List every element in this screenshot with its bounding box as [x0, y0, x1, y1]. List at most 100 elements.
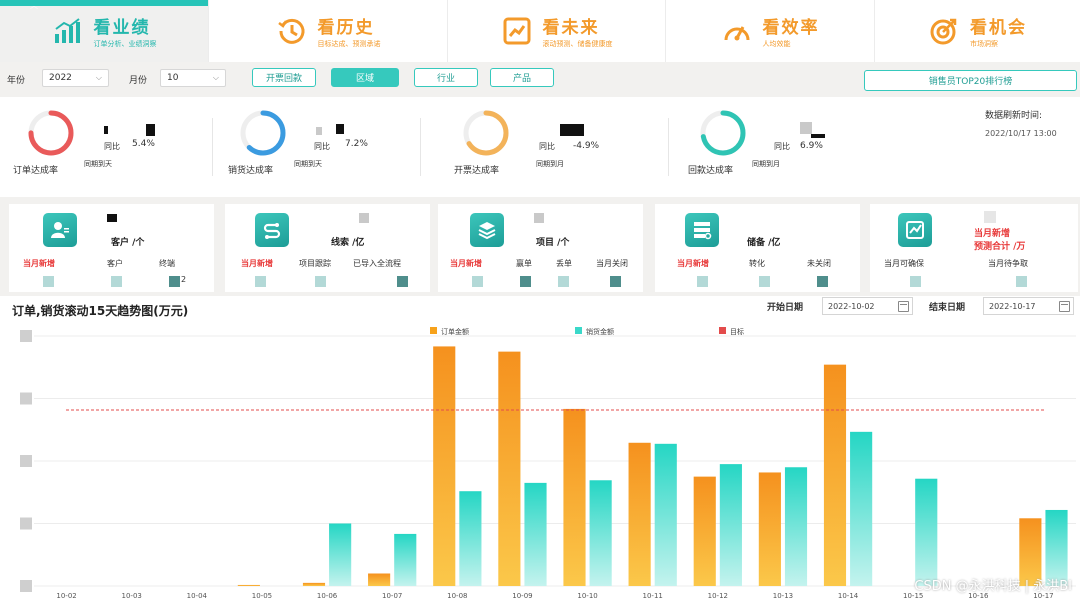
project-layers-icon	[470, 213, 504, 247]
watermark-text: CSDN @永洪科技 | 永洪BI	[914, 579, 1072, 594]
sales-bar-10-06[interactable]	[329, 523, 352, 587]
sales-bar-10-12[interactable]	[719, 464, 742, 586]
x-tick-label: 10-16	[968, 592, 989, 600]
nav-tab-title: 看效率	[762, 18, 820, 38]
card-title: 项目 /个	[536, 238, 570, 248]
y-tick-masked	[20, 580, 32, 592]
legend-swatch	[719, 327, 726, 334]
sales-bar-10-09[interactable]	[524, 482, 547, 586]
masked-value	[800, 122, 812, 134]
sales-bar-10-17[interactable]	[1045, 509, 1068, 586]
top20-ranking-button[interactable]: 销售员TOP20排行榜	[864, 70, 1077, 91]
nav-tab-history[interactable]: 看历史 目标达成、预测承诺	[209, 0, 448, 62]
card-sub-label: 当月新增	[241, 259, 273, 268]
masked-value	[520, 276, 531, 287]
sales-bar-10-11[interactable]	[654, 443, 677, 586]
refresh-time-title: 数据刷新时间:	[985, 111, 1043, 121]
card-title: 储备 /亿	[747, 238, 781, 248]
card-sub-label: 未关闭	[807, 259, 831, 268]
order-bar-10-11[interactable]	[628, 442, 651, 586]
sales-rate-gauge	[240, 110, 286, 156]
masked-value	[359, 213, 369, 223]
x-tick-label: 10-10	[577, 592, 597, 600]
year-label: 年份	[7, 76, 26, 86]
invoice-rate-gauge	[463, 110, 509, 156]
project-card[interactable]: 项目 /个 当月新增 赢单 丢单 当月关闭	[438, 204, 643, 292]
card-sub-label: 项目跟踪	[299, 259, 331, 268]
order-bar-10-14[interactable]	[823, 364, 847, 586]
order-bar-10-06[interactable]	[302, 582, 326, 586]
y-tick-masked	[20, 455, 32, 467]
history-clock-icon	[276, 15, 308, 47]
start-date-input[interactable]: 2022-10-02	[822, 297, 913, 315]
calendar-icon[interactable]	[898, 301, 909, 312]
forecast-card[interactable]: 当月新增 预测合计 /万 当月可确保 当月待争取	[870, 204, 1078, 292]
y-tick-masked	[20, 392, 32, 405]
calendar-icon[interactable]	[1059, 301, 1070, 312]
nav-tab-subtitle: 订单分析、业绩洞察	[93, 40, 157, 48]
sales-bar-10-15[interactable]	[915, 478, 938, 586]
sales-bar-10-13[interactable]	[784, 467, 808, 586]
card-title: 客户 /个	[111, 238, 145, 248]
segment-invoice-collection-button[interactable]: 开票回款	[252, 68, 316, 87]
collapse-caret-icon[interactable]: ︿	[30, 1, 38, 10]
month-value: 10	[167, 73, 179, 83]
sales-bar-10-14[interactable]	[850, 431, 873, 586]
nav-tab-future[interactable]: 看未来 滚动预测、储备健康度	[448, 0, 666, 62]
masked-value	[811, 134, 825, 138]
nav-tab-opportunity[interactable]: 看机会 市场洞察	[875, 0, 1080, 62]
masked-value	[558, 276, 569, 287]
kpi-invoice-period: 同期到月	[536, 160, 564, 168]
order-bar-10-10[interactable]	[563, 408, 586, 586]
nav-tab-efficiency[interactable]: 看效率 人均效能	[666, 0, 875, 62]
kpi-divider	[212, 118, 213, 176]
segment-region-button[interactable]: 区域	[331, 68, 399, 87]
customer-icon	[43, 213, 77, 247]
speed-gauge-icon	[721, 15, 753, 47]
segment-product-button[interactable]: 产品	[490, 68, 554, 87]
card-title-second: 预测合计 /万	[974, 242, 1026, 252]
sales-bar-10-08[interactable]	[459, 491, 482, 586]
chart-title: 订单,销货滚动15天趋势图(万元)	[12, 304, 189, 318]
masked-value	[255, 276, 266, 287]
order-bar-10-07[interactable]	[368, 573, 391, 587]
target-icon	[928, 15, 960, 47]
nav-tab-subtitle: 人均效能	[762, 40, 791, 48]
order-bar-10-17[interactable]	[1019, 518, 1042, 586]
order-bar-10-08[interactable]	[433, 346, 456, 586]
card-sub-label: 已导入全流程	[353, 259, 401, 268]
x-tick-label: 10-11	[643, 592, 663, 600]
kpi-order-pct: 5.4%	[132, 139, 155, 149]
forecast-chart-icon	[898, 213, 932, 247]
reserve-server-icon	[685, 213, 719, 247]
sales-bar-10-10[interactable]	[589, 480, 612, 586]
masked-value	[984, 211, 996, 223]
order-bar-10-12[interactable]	[693, 476, 716, 586]
masked-value	[1016, 276, 1027, 287]
sales-bar-10-07[interactable]	[394, 533, 417, 586]
chevron-down-icon: ⌵	[212, 73, 219, 82]
order-bar-10-09[interactable]	[498, 351, 521, 586]
kpi-divider	[420, 118, 421, 176]
x-tick-label: 10-04	[187, 592, 208, 600]
card-sub-label: 当月可确保	[884, 259, 924, 268]
lead-card[interactable]: 线索 /亿 当月新增 项目跟踪 已导入全流程	[225, 204, 430, 292]
customer-card[interactable]: 客户 /个 当月新增 客户 终端 2	[9, 204, 214, 292]
x-tick-label: 10-06	[317, 592, 338, 600]
order-bar-10-05[interactable]	[237, 584, 260, 586]
kpi-invoice-pct: -4.9%	[573, 141, 600, 151]
masked-value	[43, 276, 54, 287]
year-select[interactable]: 2022 ⌵	[42, 69, 109, 87]
masked-value	[560, 124, 584, 136]
segment-industry-button[interactable]: 行业	[414, 68, 478, 87]
masked-value	[336, 124, 344, 134]
month-select[interactable]: 10 ⌵	[160, 69, 226, 87]
y-tick-masked	[20, 330, 32, 342]
card-sub-label: 当月关闭	[596, 259, 628, 268]
order-bar-10-13[interactable]	[758, 472, 781, 586]
reserve-card[interactable]: 储备 /亿 当月新增 转化 未关闭	[655, 204, 860, 292]
nav-tab-performance[interactable]: 看业绩 订单分析、业绩洞察	[0, 0, 209, 62]
kpi-rate-panel	[0, 97, 1080, 197]
kpi-divider	[668, 118, 669, 176]
end-date-input[interactable]: 2022-10-17	[983, 297, 1074, 315]
